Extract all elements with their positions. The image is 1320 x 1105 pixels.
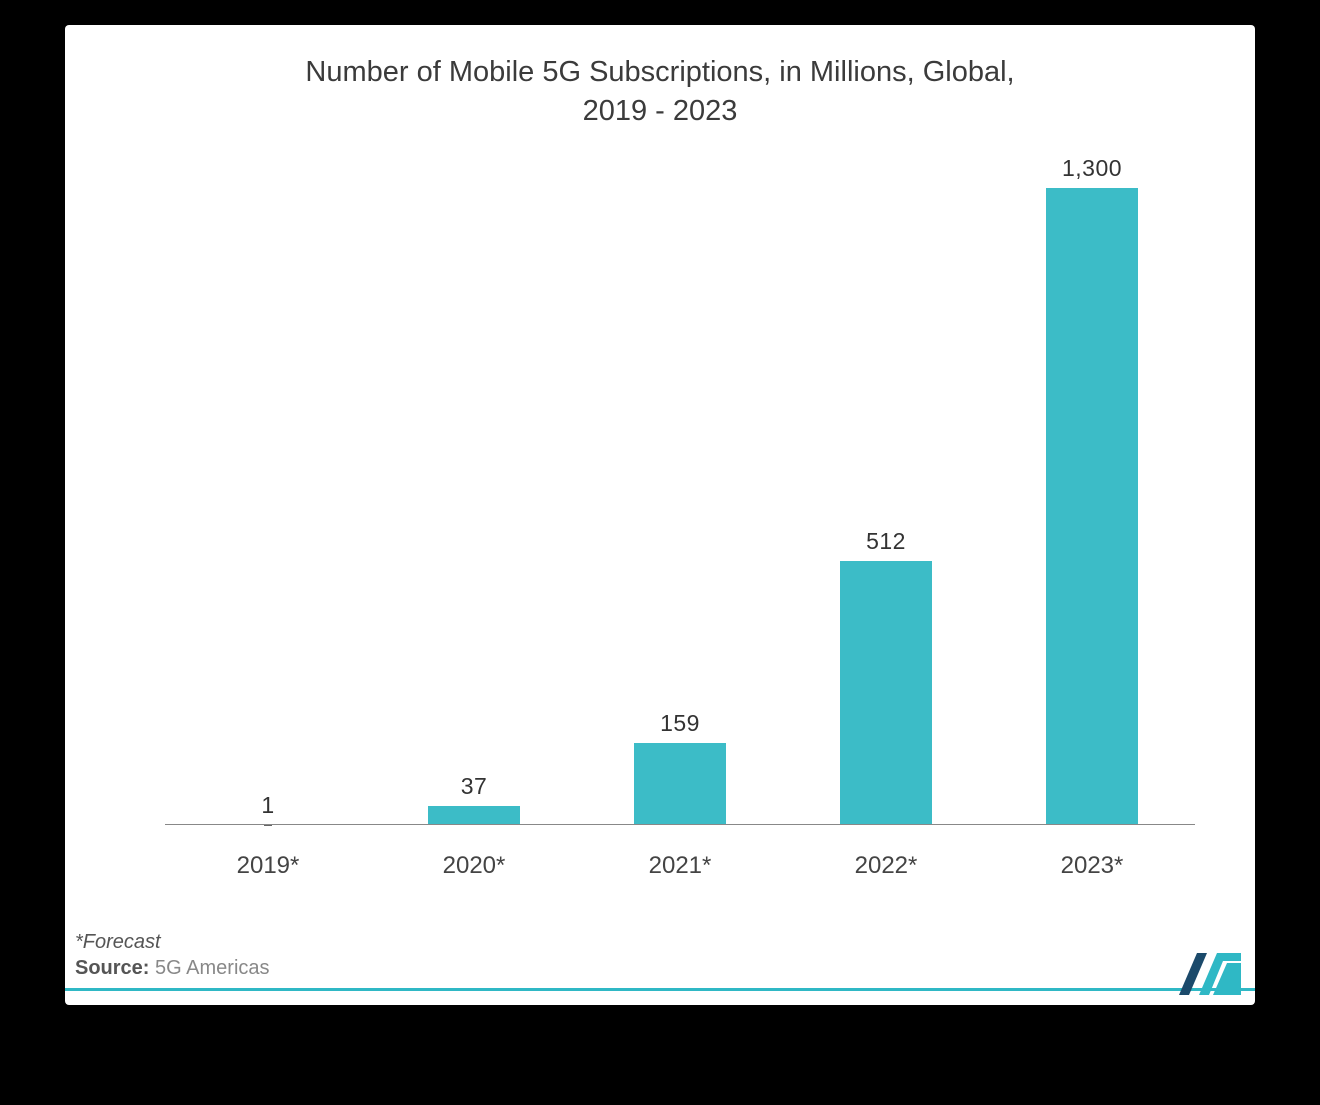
title-line-1: Number of Mobile 5G Subscriptions, in Mi… xyxy=(305,56,1014,88)
brand-logo xyxy=(1179,953,1241,995)
title-line-2: 2019 - 2023 xyxy=(583,95,738,127)
bar-value-label: 1 xyxy=(261,792,274,819)
chart-card: Number of Mobile 5G Subscriptions, in Mi… xyxy=(65,25,1255,1005)
x-axis-line xyxy=(165,824,1195,825)
source-value: 5G Americas xyxy=(155,957,269,979)
x-tick-label: 2021* xyxy=(577,852,783,880)
bar-slot: 1 xyxy=(165,155,371,825)
bars-group: 1 37 159 512 1,300 xyxy=(165,155,1195,825)
bar xyxy=(428,806,520,825)
bar-slot: 37 xyxy=(371,155,577,825)
x-tick-label: 2019* xyxy=(165,852,371,880)
bar xyxy=(634,743,726,825)
plot-area: 1 37 159 512 1,300 xyxy=(165,155,1195,825)
footnote-block: *Forecast Source: 5G Americas xyxy=(75,929,270,981)
bar-value-label: 159 xyxy=(660,710,700,737)
bar xyxy=(840,561,932,825)
bar xyxy=(1046,188,1138,825)
source-line: Source: 5G Americas xyxy=(75,955,270,981)
chart-title: Number of Mobile 5G Subscriptions, in Mi… xyxy=(65,25,1255,131)
x-tick-label: 2023* xyxy=(989,852,1195,880)
bar-value-label: 37 xyxy=(461,773,488,800)
bar-value-label: 512 xyxy=(866,528,906,555)
bar-value-label: 1,300 xyxy=(1062,155,1122,182)
accent-line xyxy=(65,988,1255,991)
bar-slot: 159 xyxy=(577,155,783,825)
x-tick-label: 2020* xyxy=(371,852,577,880)
x-axis-labels: 2019*2020*2021*2022*2023* xyxy=(165,852,1195,880)
forecast-note: *Forecast xyxy=(75,929,270,955)
x-tick-label: 2022* xyxy=(783,852,989,880)
bar-slot: 1,300 xyxy=(989,155,1195,825)
source-label: Source: xyxy=(75,957,155,979)
bar-slot: 512 xyxy=(783,155,989,825)
